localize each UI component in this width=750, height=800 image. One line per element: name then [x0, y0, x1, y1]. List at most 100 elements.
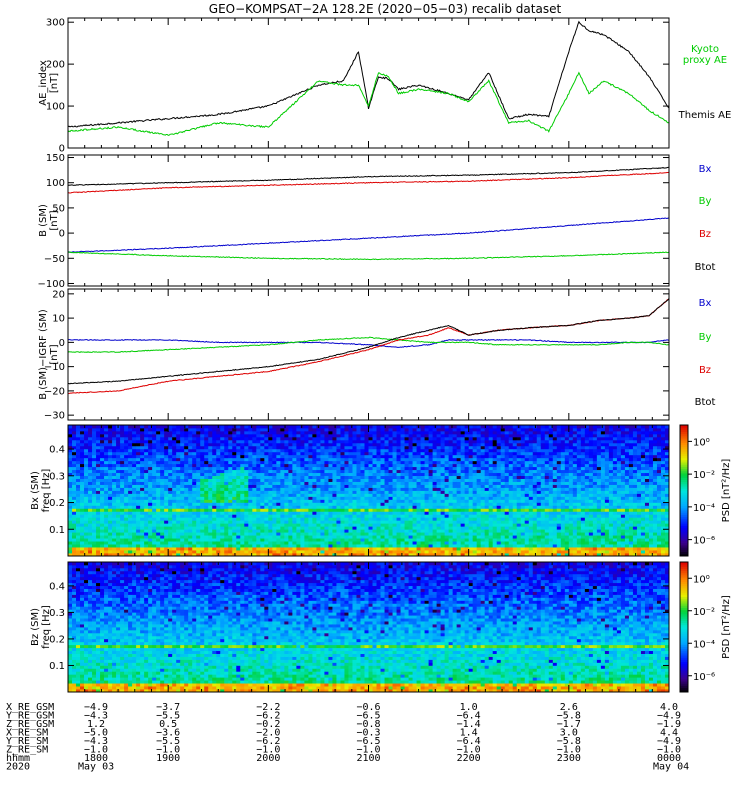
spectrogram-cell [256, 460, 261, 465]
spectrogram-cell [156, 517, 161, 521]
spectrogram-cell [308, 430, 313, 435]
spectrogram-cell [188, 469, 193, 474]
spectrogram-cell [144, 466, 149, 471]
spectrogram-cell [336, 544, 341, 548]
spectrogram-cell [72, 466, 77, 471]
spectrogram-cell [484, 490, 490, 494]
spectrogram-cell [148, 538, 153, 542]
spectrogram-cell [156, 460, 161, 465]
spectrogram-cell [368, 433, 373, 438]
spectrogram-cell [224, 535, 229, 539]
spectrogram-cell [292, 427, 297, 432]
spectrogram-cell [332, 433, 337, 438]
spectrogram-cell [140, 493, 145, 497]
spectrogram-cell [72, 448, 77, 453]
spectrogram-cell [268, 532, 273, 536]
spectrogram-cell [256, 463, 261, 468]
spectrogram-cell [448, 433, 454, 438]
spectrogram-cell [80, 454, 85, 459]
spectrogram-cell [124, 448, 129, 453]
spectrogram-cell [380, 454, 385, 459]
spectrogram-cell [292, 481, 297, 485]
spectrogram-cell [324, 547, 329, 551]
spectrogram-cell [112, 445, 117, 450]
spectrogram-cell [72, 520, 77, 524]
spectrogram-cell [468, 523, 474, 527]
spectrogram-cell [380, 475, 385, 479]
spectrogram-cell [212, 430, 217, 435]
spectrogram-cell [160, 544, 165, 548]
spectrogram-cell [112, 439, 117, 444]
spectrogram-cell [188, 454, 193, 459]
spectrogram-cell [420, 529, 425, 533]
spectrogram-cell [440, 469, 446, 474]
spectrogram-cell [444, 466, 450, 471]
spectrogram-cell [272, 490, 277, 494]
spectrogram-cell [356, 469, 361, 474]
spectrogram-cell [280, 517, 285, 521]
spectrogram-cell [124, 490, 129, 494]
spectrogram-cell [228, 547, 233, 551]
spectrogram-cell [128, 439, 133, 444]
spectrogram-cell [432, 427, 438, 432]
spectrogram-cell [396, 493, 401, 497]
spectrogram-cell [388, 499, 393, 503]
spectrogram-cell [272, 457, 277, 462]
spectrogram-cell [220, 484, 225, 488]
spectrogram-cell [172, 430, 177, 435]
spectrogram-cell [404, 484, 409, 488]
spectrogram-cell [336, 457, 341, 462]
spectrogram-cell [136, 505, 141, 509]
spectrogram-cell [220, 508, 225, 512]
spectrogram-cell [480, 547, 486, 551]
spectrogram-cell [256, 523, 261, 527]
spectrogram-cell [336, 517, 341, 521]
spectrogram-cell [304, 508, 309, 512]
spectrogram-cell [208, 508, 213, 512]
spectrogram-cell [248, 451, 253, 456]
spectrogram-cell [380, 550, 385, 554]
spectrogram-cell [124, 502, 129, 506]
spectrogram-cell [396, 499, 401, 503]
spectrogram-cell [464, 514, 470, 518]
spectrogram-cell [140, 499, 145, 503]
spectrogram-cell [460, 523, 466, 527]
spectrogram-cell [224, 493, 229, 497]
legend-entry: Btot [695, 262, 716, 273]
spectrogram-cell [172, 526, 177, 530]
spectrogram-cell [340, 496, 345, 500]
spectrogram-cell [408, 526, 413, 530]
spectrogram-cell [96, 451, 101, 456]
spectrogram-cell [196, 436, 201, 441]
spectrogram-cell [68, 499, 73, 503]
spectrogram-cell [120, 430, 125, 435]
spectrogram-cell [252, 553, 257, 557]
spectrogram-cell [84, 460, 89, 465]
spectrogram-cell [332, 502, 337, 506]
spectrogram-cell [280, 526, 285, 530]
spectrogram-cell [472, 535, 478, 539]
spectrogram-cell [124, 526, 129, 530]
spectrogram-cell [104, 430, 109, 435]
spectrogram-cell [356, 478, 361, 482]
spectrogram-cell [244, 430, 249, 435]
spectrogram-cell [416, 436, 421, 441]
spectrogram-cell [312, 445, 317, 450]
spectrogram-cell [76, 454, 81, 459]
spectrogram-cell [168, 529, 173, 533]
spectrogram-cell [132, 442, 137, 447]
spectrogram-cell [484, 433, 490, 438]
spectrogram-cell [312, 550, 317, 554]
spectrogram-cell [396, 460, 401, 465]
spectrogram-cell [364, 547, 369, 551]
spectrogram-cell [224, 499, 229, 503]
spectrogram-cell [472, 544, 478, 548]
spectrogram-cell [364, 425, 369, 429]
spectrogram-cell [172, 508, 177, 512]
spectrogram-cell [260, 550, 265, 554]
spectrogram-cell [288, 514, 293, 518]
spectrogram-cell [68, 469, 73, 474]
spectrogram-cell [416, 529, 421, 533]
spectrogram-cell [460, 475, 466, 479]
spectrogram-cell [376, 517, 381, 521]
